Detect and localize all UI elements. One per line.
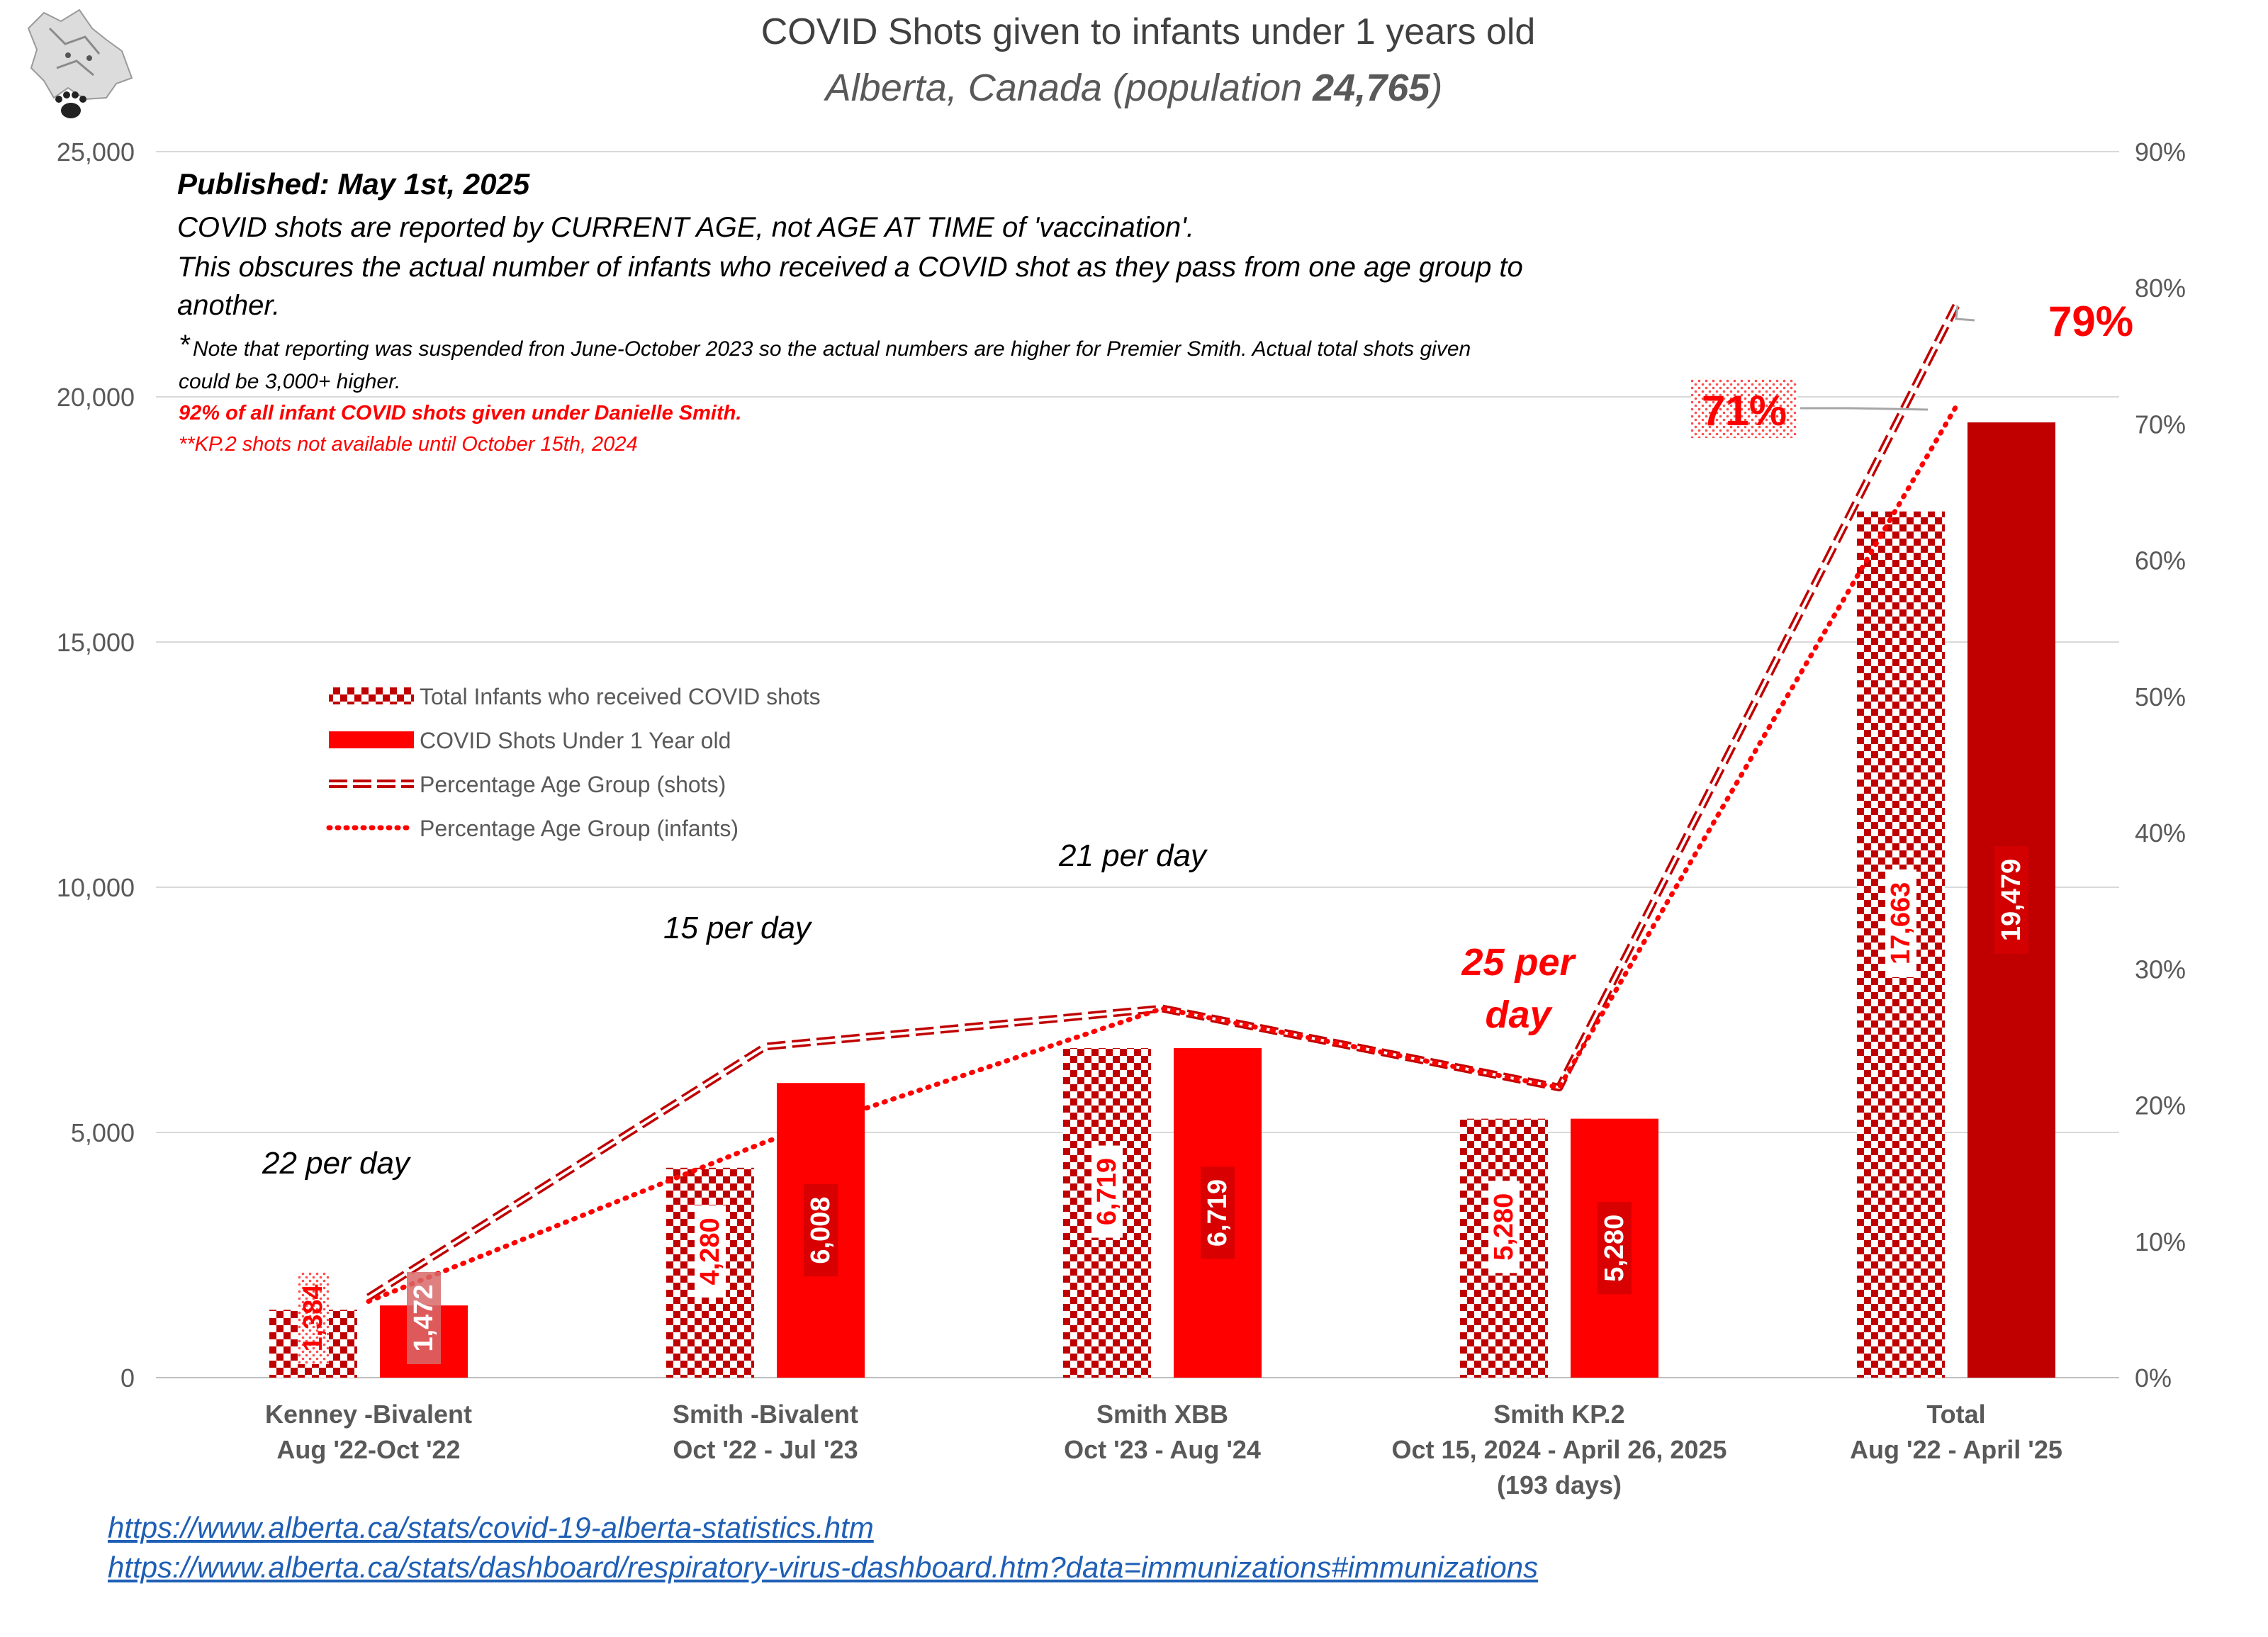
- pct-infants-label: 71%: [1702, 387, 1787, 434]
- data-label-bg-shots: [407, 1272, 441, 1364]
- note-red-1: 92% of all infant COVID shots given unde…: [179, 402, 741, 424]
- legend-item-pct-shots: Percentage Age Group (shots): [329, 772, 726, 797]
- data-label-bg-total-infants: [695, 1205, 726, 1298]
- note-line-5: could be 3,000+ higher.: [179, 370, 400, 393]
- note-red-2: **KP.2 shots not available until October…: [179, 433, 638, 456]
- data-label-bg-shots: [1994, 846, 2028, 954]
- line-pct-shots-inner: [367, 305, 1958, 1299]
- wolf-paw-logo: [27, 9, 133, 118]
- gridlines: 0 5,000 10,000 15,000 20,000 25,000 0% 10% 20% 30…: [57, 137, 2186, 1393]
- legend-label-total-infants: Total Infants who received COVID shots: [420, 684, 821, 709]
- legend-label-pct-infants: Percentage Age Group (infants): [420, 816, 739, 841]
- right-axis-tick-label: 0%: [2135, 1363, 2172, 1393]
- data-label-shots: 19,479: [1997, 859, 2026, 941]
- chart-subtitle: Alberta, Canada (population 24,765): [824, 67, 1443, 109]
- left-axis-tick-label: 10,000: [57, 873, 135, 902]
- paw-icon: [55, 91, 86, 118]
- source-link-dashboard[interactable]: https://www.alberta.ca/stats/dashboard/r…: [108, 1551, 1539, 1584]
- line-pct-infants: [366, 403, 1959, 1304]
- right-axis-tick-label: 10%: [2135, 1227, 2186, 1256]
- data-label-total-infants: 5,280: [1489, 1193, 1519, 1261]
- legend-item-shots: COVID Shots Under 1 Year old: [329, 728, 731, 753]
- data-label-bg-shots: [1201, 1166, 1235, 1259]
- legend-label-shots: COVID Shots Under 1 Year old: [420, 728, 731, 753]
- right-axis-tick-label: 20%: [2135, 1091, 2186, 1120]
- right-axis-tick-label: 60%: [2135, 546, 2186, 575]
- data-label-total-infants: 1,384: [298, 1284, 328, 1351]
- leader-line-pct-infants: [1800, 407, 1929, 411]
- leader-line-pct-shots: [1955, 305, 1975, 322]
- source-links: https://www.alberta.ca/stats/covid-19-al…: [108, 1508, 1538, 1587]
- published-note: Published: May 1st, 2025: [177, 167, 530, 201]
- plot-area: 1,384 1,472 Kenney -Bivalent Aug '22-Oct '2…: [265, 303, 2062, 1500]
- data-label-shots: 6,008: [806, 1197, 836, 1264]
- note-line-1: COVID shots are reported by CURRENT AGE,…: [177, 212, 1194, 243]
- data-label-total-infants: 4,280: [695, 1217, 725, 1285]
- data-label-bg-total-infants: [1885, 869, 1916, 977]
- chart-title: COVID Shots given to infants under 1 yea…: [761, 11, 1536, 52]
- subtitle-population: 24,765: [1312, 67, 1430, 109]
- x-axis-category-label: Aug '22 - April '25: [1850, 1435, 2062, 1464]
- data-label-total-infants: 6,719: [1092, 1158, 1122, 1225]
- legend-item-total-infants: Total Infants who received COVID shots: [329, 684, 821, 709]
- left-axis-tick-label: 5,000: [71, 1118, 135, 1147]
- note-star: *: [179, 330, 191, 361]
- data-label-shots: 1,472: [409, 1284, 439, 1351]
- note-line-4: Note that reporting was suspended fron J…: [193, 337, 1471, 361]
- left-axis-tick-label: 0: [120, 1363, 135, 1393]
- data-label-bg-total-infants: [1488, 1181, 1520, 1273]
- rate-annotations: 22 per day 15 per day 21 per day 25 per …: [262, 838, 1577, 1181]
- source-link-statistics[interactable]: https://www.alberta.ca/stats/covid-19-al…: [108, 1511, 874, 1544]
- x-axis-category-label: Total: [1926, 1400, 1985, 1429]
- data-label-bg-total-infants: [298, 1272, 329, 1364]
- annotation-kp2-rate-line2: day: [1485, 994, 1553, 1036]
- annotation-smith-xbb-rate: 21 per day: [1058, 838, 1208, 873]
- legend: Total Infants who received COVID shots C…: [326, 684, 821, 841]
- data-label-shots: 6,719: [1203, 1179, 1233, 1247]
- annotation-kenney-rate: 22 per day: [262, 1146, 412, 1181]
- annotation-smith-bivalent-rate: 15 per day: [663, 911, 813, 945]
- x-axis-category-label: Smith KP.2: [1493, 1400, 1624, 1429]
- x-axis-category-label: Smith -Bivalent: [673, 1400, 858, 1429]
- legend-swatch-solid: [329, 731, 414, 748]
- data-label-bg-shots: [1598, 1202, 1632, 1295]
- right-axis-tick-label: 30%: [2135, 955, 2186, 984]
- note-line-3: another.: [177, 290, 280, 321]
- legend-item-pct-infants: Percentage Age Group (infants): [326, 816, 739, 841]
- annotation-kp2-rate-line1: 25 per: [1461, 941, 1576, 984]
- x-axis-category-label: Aug '22-Oct '22: [276, 1435, 460, 1464]
- x-axis-category-label: Oct '22 - Jul '23: [673, 1435, 858, 1464]
- x-axis-category-label: Oct 15, 2024 - April 26, 2025: [1392, 1435, 1727, 1464]
- left-axis-tick-label: 15,000: [57, 628, 135, 657]
- legend-label-pct-shots: Percentage Age Group (shots): [420, 772, 726, 797]
- right-axis-tick-label: 40%: [2135, 818, 2186, 848]
- x-axis-category-label: Oct '23 - Aug '24: [1064, 1435, 1261, 1464]
- data-label-shots: 5,280: [1600, 1215, 1629, 1282]
- x-axis-category-label: (193 days): [1497, 1470, 1622, 1500]
- notes-block: Published: May 1st, 2025 COVID shots are…: [177, 167, 1523, 456]
- x-axis-category-label: Kenney -Bivalent: [265, 1400, 472, 1429]
- right-axis-tick-label: 90%: [2135, 137, 2186, 167]
- data-label-total-infants: 17,663: [1886, 882, 1916, 964]
- legend-swatch-checkered: [329, 687, 414, 704]
- right-axis-tick-label: 70%: [2135, 410, 2186, 439]
- left-axis-tick-label: 25,000: [57, 137, 135, 167]
- pct-callouts: 71% 79%: [1691, 298, 2133, 438]
- data-label-bg-shots: [804, 1184, 838, 1277]
- x-axis-category-label: Smith XBB: [1096, 1400, 1228, 1429]
- note-line-2: This obscures the actual number of infan…: [177, 252, 1523, 283]
- right-axis-tick-label: 50%: [2135, 682, 2186, 711]
- left-axis-tick-label: 20,000: [57, 383, 135, 412]
- right-axis-tick-label: 80%: [2135, 274, 2186, 303]
- pct-infants-box: [1691, 378, 1797, 438]
- pct-shots-label: 79%: [2048, 298, 2133, 345]
- data-label-bg-total-infants: [1091, 1145, 1123, 1238]
